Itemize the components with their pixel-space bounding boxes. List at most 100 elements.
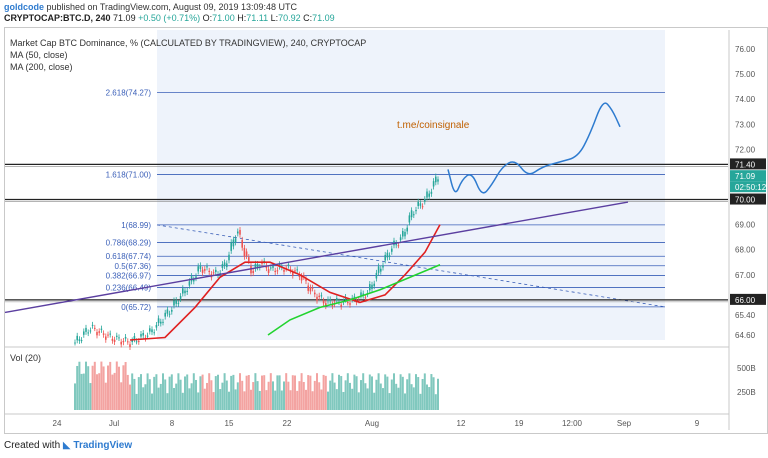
volume-bar bbox=[219, 389, 222, 410]
candle-body bbox=[162, 321, 164, 323]
fib-level-label: 0.5(67.36) bbox=[115, 262, 152, 271]
fib-level-label: 0.382(66.97) bbox=[106, 272, 152, 281]
volume-bar bbox=[252, 382, 255, 410]
volume-bar bbox=[399, 374, 402, 410]
candle-body bbox=[228, 254, 230, 261]
candle-body bbox=[160, 321, 162, 324]
volume-bar bbox=[122, 365, 125, 410]
volume-bar bbox=[362, 373, 365, 410]
volume-bar bbox=[397, 387, 400, 410]
volume-bar bbox=[426, 384, 428, 410]
time-axis-label: Sep bbox=[617, 419, 632, 428]
candle-body bbox=[223, 262, 226, 267]
volume-legend[interactable]: Vol (20) bbox=[10, 353, 42, 363]
volume-bar bbox=[276, 375, 279, 410]
candle-body bbox=[142, 332, 144, 336]
volume-bar bbox=[133, 378, 136, 410]
candle-body bbox=[270, 267, 272, 269]
volume-bar bbox=[225, 380, 228, 410]
candle-body bbox=[83, 331, 85, 335]
volume-bar bbox=[239, 373, 241, 410]
volume-bar bbox=[401, 376, 404, 410]
volume-bar bbox=[166, 393, 169, 410]
volume-bar bbox=[291, 375, 294, 410]
volume-bar bbox=[254, 373, 257, 410]
volume-bar bbox=[379, 383, 382, 410]
candle-body bbox=[127, 341, 129, 343]
volume-bar bbox=[199, 376, 202, 410]
candle-body bbox=[173, 300, 175, 306]
volume-bar bbox=[421, 379, 424, 410]
volume-bar bbox=[190, 383, 193, 410]
candle-body bbox=[124, 336, 127, 339]
candle-body bbox=[254, 263, 257, 269]
ma200-legend[interactable]: MA (200, close) bbox=[10, 62, 73, 72]
footer: Created with ◣ TradingView bbox=[4, 440, 132, 451]
candle-body bbox=[232, 239, 235, 247]
time-axis-label: 15 bbox=[225, 419, 234, 428]
candle-body bbox=[274, 270, 276, 273]
volume-bar bbox=[280, 390, 283, 410]
candle-body bbox=[164, 312, 166, 317]
volume-bar bbox=[335, 389, 338, 410]
candle-body bbox=[237, 231, 239, 234]
volume-bar bbox=[234, 389, 237, 410]
tradingview-brand[interactable]: TradingView bbox=[73, 440, 133, 451]
candle-body bbox=[107, 334, 109, 336]
volume-bar bbox=[366, 388, 369, 410]
volume-bar bbox=[423, 373, 426, 410]
volume-bar bbox=[197, 392, 200, 410]
volume-bar bbox=[221, 382, 224, 410]
volume-bar bbox=[217, 374, 219, 410]
volume-bar bbox=[113, 372, 116, 410]
open-label: O: bbox=[202, 13, 213, 23]
volume-bar bbox=[181, 392, 184, 410]
volume-bar bbox=[153, 376, 156, 410]
volume-bar bbox=[188, 388, 191, 410]
volume-bar bbox=[432, 377, 435, 410]
volume-bar bbox=[269, 373, 272, 410]
author-link[interactable]: goldcode bbox=[4, 2, 44, 12]
price-axis-label: 76.00 bbox=[735, 45, 756, 54]
volume-bar bbox=[278, 375, 281, 410]
candle-body bbox=[138, 341, 140, 343]
volume-axis-label: 250B bbox=[737, 388, 756, 397]
candle-body bbox=[111, 338, 114, 341]
candle-body bbox=[204, 269, 206, 271]
volume-bar bbox=[192, 373, 195, 410]
candle-body bbox=[384, 254, 386, 261]
candle-body bbox=[296, 269, 298, 271]
low-value: 70.92 bbox=[278, 13, 301, 23]
volume-bar bbox=[175, 383, 178, 410]
high-value: 71.11 bbox=[246, 13, 269, 23]
candle-body bbox=[248, 257, 250, 262]
volume-bar bbox=[368, 374, 371, 410]
volume-bar bbox=[201, 374, 204, 410]
candle-body bbox=[100, 328, 103, 330]
ma50-legend[interactable]: MA (50, close) bbox=[10, 50, 68, 60]
volume-bar bbox=[289, 390, 292, 410]
candle-body bbox=[80, 340, 83, 342]
volume-bar bbox=[210, 380, 213, 410]
volume-bar bbox=[406, 379, 409, 410]
volume-bar bbox=[351, 388, 354, 410]
candle-body bbox=[373, 283, 375, 287]
candle-body bbox=[417, 201, 419, 207]
volume-bar bbox=[76, 365, 79, 410]
volume-bar bbox=[91, 365, 94, 410]
candle-body bbox=[360, 292, 362, 296]
fib-level-label: 0.236(66.49) bbox=[106, 284, 152, 293]
time-axis-label: Aug bbox=[365, 419, 379, 428]
candle-body bbox=[325, 303, 327, 307]
price-axis-label: 73.00 bbox=[735, 120, 756, 129]
volume-bar bbox=[120, 382, 123, 410]
candle-body bbox=[369, 284, 371, 291]
candle-body bbox=[375, 272, 378, 279]
candle-body bbox=[395, 243, 397, 246]
time-axis-label: Jul bbox=[109, 419, 119, 428]
price-axis-label: 65.40 bbox=[735, 311, 756, 320]
candle-body bbox=[155, 324, 158, 328]
candle-body bbox=[78, 339, 81, 341]
candle-body bbox=[430, 191, 433, 194]
